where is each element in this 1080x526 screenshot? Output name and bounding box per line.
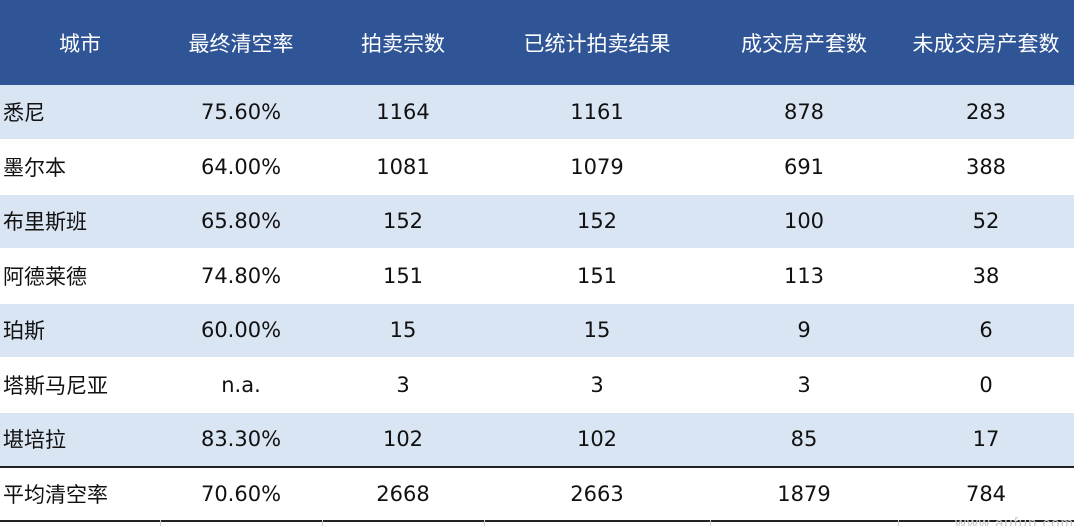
- header-reported-results[interactable]: 已统计拍卖结果: [484, 0, 710, 85]
- cell-auction-count[interactable]: 3: [322, 357, 484, 413]
- cell-sold-count[interactable]: 9: [710, 303, 898, 358]
- cell-auction-count[interactable]: 1081: [322, 139, 484, 195]
- table-row: 墨尔本 64.00% 1081 1079 691 388: [0, 139, 1074, 195]
- cell-sold-count[interactable]: 691: [710, 139, 898, 195]
- gridline: [322, 520, 323, 526]
- cell-city[interactable]: 布里斯班: [0, 194, 160, 249]
- cell-clearance-rate[interactable]: 74.80%: [160, 248, 322, 304]
- gridline: [160, 520, 161, 526]
- cell-unsold-count[interactable]: 0: [898, 357, 1074, 413]
- table-row: 珀斯 60.00% 15 15 9 6: [0, 303, 1074, 358]
- cell-reported-results[interactable]: 151: [484, 248, 710, 304]
- cell-clearance-rate[interactable]: 60.00%: [160, 303, 322, 358]
- cell-unsold-count[interactable]: 38: [898, 248, 1074, 304]
- cell-unsold-count[interactable]: 283: [898, 85, 1074, 140]
- cell-clearance-rate[interactable]: 65.80%: [160, 194, 322, 249]
- cell-unsold-count[interactable]: 6: [898, 303, 1074, 358]
- header-city[interactable]: 城市: [0, 0, 160, 85]
- empty-grid-area: [0, 520, 1080, 526]
- cell-unsold-count[interactable]: 17: [898, 412, 1074, 467]
- gridline: [898, 520, 899, 526]
- table-row: 布里斯班 65.80% 152 152 100 52: [0, 194, 1074, 249]
- cell-city[interactable]: 墨尔本: [0, 139, 160, 195]
- cell-unsold-count[interactable]: 388: [898, 139, 1074, 195]
- table-row: 阿德莱德 74.80% 151 151 113 38: [0, 248, 1074, 304]
- total-unsold-count[interactable]: 784: [898, 465, 1074, 522]
- cell-auction-count[interactable]: 102: [322, 412, 484, 467]
- cell-auction-count[interactable]: 1164: [322, 85, 484, 140]
- gridline: [710, 520, 711, 526]
- cell-auction-count[interactable]: 15: [322, 303, 484, 358]
- header-unsold-count[interactable]: 未成交房产套数: [898, 0, 1074, 85]
- cell-reported-results[interactable]: 1161: [484, 85, 710, 140]
- header-sold-count[interactable]: 成交房产套数: [710, 0, 898, 85]
- header-row: 城市 最终清空率 拍卖宗数 已统计拍卖结果 成交房产套数 未成交房产套数: [0, 0, 1074, 85]
- table-row: 堪培拉 83.30% 102 102 85 17: [0, 412, 1074, 467]
- cell-sold-count[interactable]: 3: [710, 357, 898, 413]
- cell-clearance-rate[interactable]: 75.60%: [160, 85, 322, 140]
- cell-reported-results[interactable]: 102: [484, 412, 710, 467]
- cell-sold-count[interactable]: 113: [710, 248, 898, 304]
- total-sold-count[interactable]: 1879: [710, 465, 898, 522]
- total-label[interactable]: 平均清空率: [0, 465, 160, 522]
- cell-sold-count[interactable]: 85: [710, 412, 898, 467]
- cell-city[interactable]: 悉尼: [0, 85, 160, 140]
- total-reported-results[interactable]: 2663: [484, 465, 710, 522]
- cell-clearance-rate[interactable]: 64.00%: [160, 139, 322, 195]
- watermark: www.aufun.com: [955, 516, 1074, 526]
- cell-reported-results[interactable]: 1079: [484, 139, 710, 195]
- cell-reported-results[interactable]: 15: [484, 303, 710, 358]
- cell-city[interactable]: 堪培拉: [0, 412, 160, 467]
- cell-unsold-count[interactable]: 52: [898, 194, 1074, 249]
- cell-sold-count[interactable]: 100: [710, 194, 898, 249]
- cell-reported-results[interactable]: 152: [484, 194, 710, 249]
- cell-city[interactable]: 阿德莱德: [0, 248, 160, 304]
- cell-clearance-rate[interactable]: n.a.: [160, 357, 322, 413]
- cell-auction-count[interactable]: 151: [322, 248, 484, 304]
- total-row: 平均清空率 70.60% 2668 2663 1879 784: [0, 465, 1074, 522]
- cell-clearance-rate[interactable]: 83.30%: [160, 412, 322, 467]
- cell-reported-results[interactable]: 3: [484, 357, 710, 413]
- gridline: [484, 520, 485, 526]
- table-row: 塔斯马尼亚 n.a. 3 3 3 0: [0, 357, 1074, 413]
- header-clearance-rate[interactable]: 最终清空率: [160, 0, 322, 85]
- cell-city[interactable]: 塔斯马尼亚: [0, 357, 160, 413]
- header-auction-count[interactable]: 拍卖宗数: [322, 0, 484, 85]
- total-clearance-rate[interactable]: 70.60%: [160, 465, 322, 522]
- cell-sold-count[interactable]: 878: [710, 85, 898, 140]
- total-auction-count[interactable]: 2668: [322, 465, 484, 522]
- cell-auction-count[interactable]: 152: [322, 194, 484, 249]
- cell-city[interactable]: 珀斯: [0, 303, 160, 358]
- table-row: 悉尼 75.60% 1164 1161 878 283: [0, 85, 1074, 140]
